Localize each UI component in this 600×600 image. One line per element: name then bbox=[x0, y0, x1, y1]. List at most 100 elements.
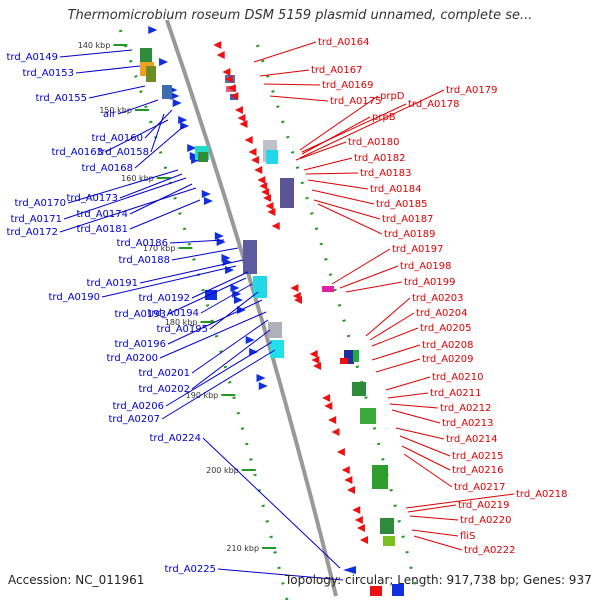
gene-label: trd_A0210 bbox=[432, 372, 484, 383]
leader-line bbox=[191, 329, 271, 390]
leader-line bbox=[165, 341, 273, 407]
gene-arrow-reverse bbox=[232, 290, 242, 298]
gene-label: trd_A0172 bbox=[7, 227, 59, 238]
leader-line bbox=[405, 493, 515, 509]
leader-line bbox=[209, 291, 259, 330]
gene-label: trd_A0211 bbox=[430, 388, 482, 399]
gene-label: prpD bbox=[380, 91, 405, 102]
gene-label: fliS bbox=[460, 531, 475, 542]
leader-line bbox=[117, 99, 159, 115]
gene-block bbox=[162, 85, 172, 99]
leader-line bbox=[217, 568, 344, 581]
gene-label: trd_A0186 bbox=[117, 238, 169, 249]
leader-line bbox=[167, 277, 247, 315]
gene-label: prpB bbox=[372, 112, 396, 123]
gene-arrow-forward bbox=[254, 166, 263, 174]
gene-label: trd_A0164 bbox=[318, 37, 370, 48]
gene-label: trd_A0222 bbox=[464, 545, 516, 556]
leader-line bbox=[365, 297, 411, 337]
gene-arrow-forward bbox=[294, 296, 302, 304]
tick-label: 180 kbp bbox=[165, 318, 198, 327]
gene-arrow-forward bbox=[244, 136, 253, 144]
leader-line bbox=[191, 271, 249, 299]
leader-line bbox=[200, 283, 253, 314]
gene-arrow-forward bbox=[328, 416, 337, 424]
gene-label: trd_A0224 bbox=[150, 433, 202, 444]
leader-line bbox=[301, 116, 371, 155]
leader-line bbox=[253, 41, 317, 63]
leader-line bbox=[161, 349, 276, 420]
leader-line bbox=[369, 312, 415, 341]
gene-block bbox=[140, 48, 152, 64]
leader-line bbox=[307, 179, 369, 190]
gene-label: trd_A0194 bbox=[148, 308, 200, 319]
gene-label: trd_A0218 bbox=[516, 489, 568, 500]
gene-block bbox=[360, 408, 376, 424]
gene-label: trd_A0205 bbox=[420, 323, 472, 334]
gene-arrow-forward bbox=[356, 524, 365, 532]
leader-line bbox=[305, 172, 359, 175]
gene-label: trd_A0182 bbox=[354, 153, 406, 164]
gene-label: trd_A0173 bbox=[67, 193, 119, 204]
gene-arrow-forward bbox=[222, 68, 231, 76]
tick-label: 140 kbp bbox=[78, 41, 111, 50]
gene-label: trd_A0185 bbox=[376, 199, 428, 210]
gene-label: trd_A0213 bbox=[442, 418, 494, 429]
leader-line bbox=[139, 259, 244, 284]
gene-arrow-reverse bbox=[256, 374, 266, 382]
leader-line bbox=[317, 203, 383, 235]
leader-line bbox=[385, 376, 431, 391]
gene-block bbox=[322, 286, 334, 292]
gene-label: trd_A0160 bbox=[92, 133, 144, 144]
gene-arrow-forward bbox=[352, 506, 361, 514]
gene-label: trd_A0195 bbox=[157, 324, 209, 335]
leader-line bbox=[371, 344, 421, 361]
tick-label: 210 kbp bbox=[226, 544, 259, 553]
leader-line bbox=[413, 535, 463, 551]
gene-block bbox=[383, 536, 395, 546]
gene-arrow-forward bbox=[216, 51, 225, 59]
leader-line bbox=[269, 95, 329, 102]
gene-arrow-forward bbox=[290, 284, 299, 292]
gene-arrow-forward bbox=[265, 202, 274, 210]
leader-line bbox=[104, 119, 169, 153]
gene-arrow-reverse bbox=[258, 382, 268, 390]
gene-block bbox=[353, 350, 359, 362]
gene-arrow-forward bbox=[313, 362, 322, 370]
gene-arrow-reverse bbox=[245, 336, 255, 344]
gene-arrow-reverse bbox=[172, 99, 182, 107]
gene-label: trd_A0190 bbox=[49, 292, 101, 303]
leader-line bbox=[299, 89, 445, 159]
gene-label: trd_A0169 bbox=[322, 80, 374, 91]
gene-label: trd_A0170 bbox=[15, 198, 67, 209]
gene-block-blue bbox=[205, 290, 217, 300]
gene-label: trd_A0163 bbox=[52, 147, 104, 158]
leader-line bbox=[345, 281, 403, 293]
leader-line bbox=[129, 199, 201, 230]
inner-tick-ring bbox=[118, 29, 289, 600]
gene-arrow-forward bbox=[331, 428, 340, 436]
gene-label: trd_A0207 bbox=[109, 414, 161, 425]
gene-arrow-reverse bbox=[214, 232, 224, 240]
gene-arrow-forward bbox=[248, 148, 257, 156]
gene-arrow-forward bbox=[227, 84, 236, 92]
gene-label: trd_A0208 bbox=[422, 340, 474, 351]
gene-label: trd_A0168 bbox=[82, 163, 134, 174]
leader-line bbox=[171, 247, 239, 261]
gene-label: trd_A0174 bbox=[77, 209, 129, 220]
gene-arrow-reverse bbox=[159, 58, 169, 66]
leader-line bbox=[401, 445, 451, 471]
gene-label: trd_A0196 bbox=[115, 339, 167, 350]
leader-line bbox=[303, 157, 353, 171]
leader-line bbox=[407, 504, 457, 513]
gene-block bbox=[392, 584, 404, 596]
gene-arrow-forward bbox=[354, 516, 363, 524]
tick-label: 200 kbp bbox=[206, 466, 239, 475]
gene-arrow-forward bbox=[347, 486, 356, 494]
leader-line bbox=[339, 265, 399, 289]
gene-label: trd_A0175 bbox=[330, 96, 382, 107]
gene-block bbox=[146, 66, 156, 82]
leader-line bbox=[169, 239, 225, 244]
gene-arrow-forward bbox=[360, 536, 368, 544]
